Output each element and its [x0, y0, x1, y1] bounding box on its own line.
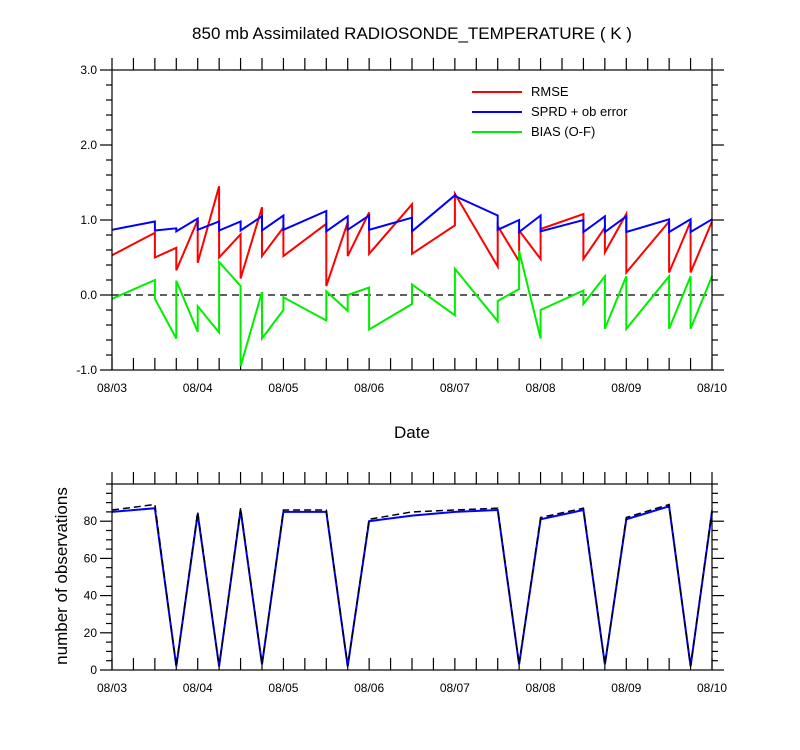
x-axis-label: Date — [394, 423, 430, 442]
x-tick-label: 08/10 — [697, 381, 727, 395]
legend-label-sprd: SPRD + ob error — [531, 104, 628, 119]
x-tick-label: 08/09 — [611, 681, 641, 695]
y-tick-label: 2.0 — [80, 138, 97, 152]
x-tick-label: 08/05 — [268, 381, 298, 395]
x-tick-label: 08/03 — [97, 381, 127, 395]
y-tick-label: 3.0 — [80, 63, 97, 77]
y-tick-label: 20 — [84, 626, 98, 640]
y-tick-label: 1.0 — [80, 213, 97, 227]
x-tick-label: 08/04 — [183, 681, 213, 695]
y-tick-label: 0 — [90, 663, 97, 677]
top-y-tick-labels: -1.0 0.0 1.0 2.0 3.0 — [76, 63, 97, 377]
bottom-panel-ticks — [100, 472, 724, 671]
x-tick-label: 08/08 — [526, 681, 556, 695]
top-panel-series — [111, 186, 713, 367]
series-line-possible — [111, 503, 713, 667]
x-tick-label: 08/03 — [97, 681, 127, 695]
top-x-tick-labels: 08/03 08/04 08/05 08/06 08/07 08/08 08/09 08/10 — [97, 381, 727, 395]
legend-label-bias: BIAS (O-F) — [531, 124, 595, 139]
bottom-x-tick-labels: 08/03 08/04 08/05 08/06 08/07 08/08 08/09 08/10 — [97, 681, 727, 695]
x-tick-label: 08/09 — [611, 381, 641, 395]
x-tick-label: 08/07 — [440, 681, 470, 695]
bottom-panel-series — [111, 503, 713, 667]
x-tick-label: 08/06 — [354, 381, 384, 395]
chart-title: 850 mb Assimilated RADIOSONDE_TEMPERATUR… — [192, 24, 632, 43]
x-tick-label: 08/05 — [268, 681, 298, 695]
bottom-y-tick-labels: 0 20 40 60 80 — [84, 514, 98, 677]
x-tick-label: 08/06 — [354, 681, 384, 695]
y-tick-label: 60 — [84, 551, 98, 565]
x-tick-label: 08/10 — [697, 681, 727, 695]
y-axis-label-observations: number of observations — [52, 487, 71, 665]
y-tick-label: 80 — [84, 514, 98, 528]
series-line-bias-o-f — [111, 250, 713, 367]
legend-label-rmse: RMSE — [531, 84, 569, 99]
x-tick-label: 08/07 — [440, 381, 470, 395]
series-line-rmse — [111, 186, 713, 287]
y-tick-label: 40 — [84, 589, 98, 603]
x-tick-label: 08/08 — [526, 381, 556, 395]
y-tick-label: -1.0 — [76, 363, 97, 377]
top-plot-frame — [111, 69, 713, 371]
bottom-plot-frame — [111, 483, 713, 671]
y-tick-label: 0.0 — [80, 288, 97, 302]
x-tick-label: 08/04 — [183, 381, 213, 395]
series-line-used — [111, 505, 713, 667]
legend: RMSE SPRD + ob error BIAS (O-F) — [472, 84, 628, 139]
series-line-sprd-ob-error — [111, 193, 713, 235]
